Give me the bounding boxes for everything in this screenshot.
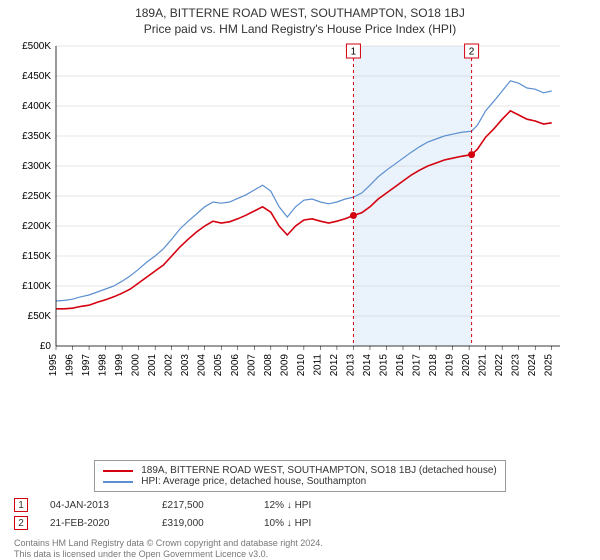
x-tick-label: 2014 — [362, 354, 373, 376]
x-tick-label: 2012 — [329, 354, 340, 376]
title-subtitle: Price paid vs. HM Land Registry's House … — [0, 22, 600, 36]
plot-area: £0 £50K £100K £150K £200K £250K £300K £350K £400… — [10, 40, 590, 454]
x-tick-label: 2015 — [378, 354, 389, 376]
event-marker-number: 2 — [469, 47, 475, 58]
chart-container: 189A, BITTERNE ROAD WEST, SOUTHAMPTON, S… — [0, 0, 600, 560]
y-tick-label: £50K — [28, 311, 52, 322]
y-tick-label: £400K — [22, 101, 51, 112]
x-tick-label: 2011 — [312, 354, 323, 376]
x-tick-label: 2025 — [544, 354, 555, 376]
event-delta: 12% ↓ HPI — [264, 500, 311, 511]
legend: 189A, BITTERNE ROAD WEST, SOUTHAMPTON, S… — [94, 460, 506, 492]
titles: 189A, BITTERNE ROAD WEST, SOUTHAMPTON, S… — [0, 0, 600, 40]
x-tick-label: 2018 — [428, 354, 439, 376]
x-tick-label: 2019 — [445, 354, 456, 376]
legend-row: 189A, BITTERNE ROAD WEST, SOUTHAMPTON, S… — [103, 465, 497, 476]
x-tick-label: 2000 — [131, 354, 142, 376]
events-table: 1 04-JAN-2013 £217,500 12% ↓ HPI 2 21-FEB-202… — [14, 498, 586, 534]
plot-svg: £0 £50K £100K £150K £200K £250K £300K £350K £400… — [10, 40, 570, 376]
x-tick-label: 2008 — [263, 354, 274, 376]
license-text: Contains HM Land Registry data © Crown c… — [14, 538, 586, 560]
x-tick-label: 1996 — [65, 354, 76, 376]
x-tick-label: 2006 — [230, 354, 241, 376]
event-date: 04-JAN-2013 — [50, 500, 140, 511]
y-tick-label: £150K — [22, 251, 51, 262]
event-delta: 10% ↓ HPI — [264, 518, 311, 529]
event-price: £319,000 — [162, 518, 242, 529]
y-tick-label: £250K — [22, 191, 51, 202]
x-tick-label: 2016 — [395, 354, 406, 376]
x-tick-label: 2013 — [345, 354, 356, 376]
event-price: £217,500 — [162, 500, 242, 511]
y-tick-label: £200K — [22, 221, 51, 232]
y-tick-label: £300K — [22, 161, 51, 172]
x-tick-label: 2010 — [296, 354, 307, 376]
legend-swatch — [103, 481, 133, 483]
event-row: 2 21-FEB-2020 £319,000 10% ↓ HPI — [14, 516, 586, 530]
x-tick-label: 2021 — [478, 354, 489, 376]
license-line-2: This data is licensed under the Open Gov… — [14, 549, 586, 560]
x-tick-label: 2017 — [412, 354, 423, 376]
event-marker-number: 1 — [351, 47, 357, 58]
y-tick-label: £450K — [22, 71, 51, 82]
x-tick-label: 2009 — [279, 354, 290, 376]
y-tick-label: £0 — [40, 341, 52, 352]
legend-swatch — [103, 470, 133, 472]
event-date: 21-FEB-2020 — [50, 518, 140, 529]
x-tick-label: 2023 — [511, 354, 522, 376]
y-tick-label: £500K — [22, 41, 51, 52]
license-line-1: Contains HM Land Registry data © Crown c… — [14, 538, 586, 549]
y-tick-label: £100K — [22, 281, 51, 292]
x-tick-label: 2024 — [527, 354, 538, 376]
event-row: 1 04-JAN-2013 £217,500 12% ↓ HPI — [14, 498, 586, 512]
series-price_paid — [56, 111, 552, 309]
x-tick-label: 2022 — [494, 354, 505, 376]
legend-label: 189A, BITTERNE ROAD WEST, SOUTHAMPTON, S… — [141, 465, 497, 476]
x-tick-label: 2005 — [213, 354, 224, 376]
x-tick-label: 2002 — [164, 354, 175, 376]
y-tick-label: £350K — [22, 131, 51, 142]
title-address: 189A, BITTERNE ROAD WEST, SOUTHAMPTON, S… — [0, 6, 600, 20]
x-tick-label: 1995 — [48, 354, 59, 376]
x-tick-label: 1999 — [114, 354, 125, 376]
x-tick-label: 2001 — [147, 354, 158, 376]
event-badge: 1 — [14, 498, 28, 512]
x-tick-label: 2004 — [197, 354, 208, 376]
x-tick-label: 1997 — [81, 354, 92, 376]
event-badge: 2 — [14, 516, 28, 530]
x-tick-label: 2007 — [246, 354, 257, 376]
legend-row: HPI: Average price, detached house, Sout… — [103, 476, 497, 487]
x-tick-label: 1998 — [98, 354, 109, 376]
event-marker-dot — [350, 212, 357, 219]
legend-label: HPI: Average price, detached house, Sout… — [141, 476, 366, 487]
x-tick-label: 2003 — [180, 354, 191, 376]
event-marker-dot — [468, 151, 475, 158]
series-hpi — [56, 81, 552, 301]
x-tick-label: 2020 — [461, 354, 472, 376]
